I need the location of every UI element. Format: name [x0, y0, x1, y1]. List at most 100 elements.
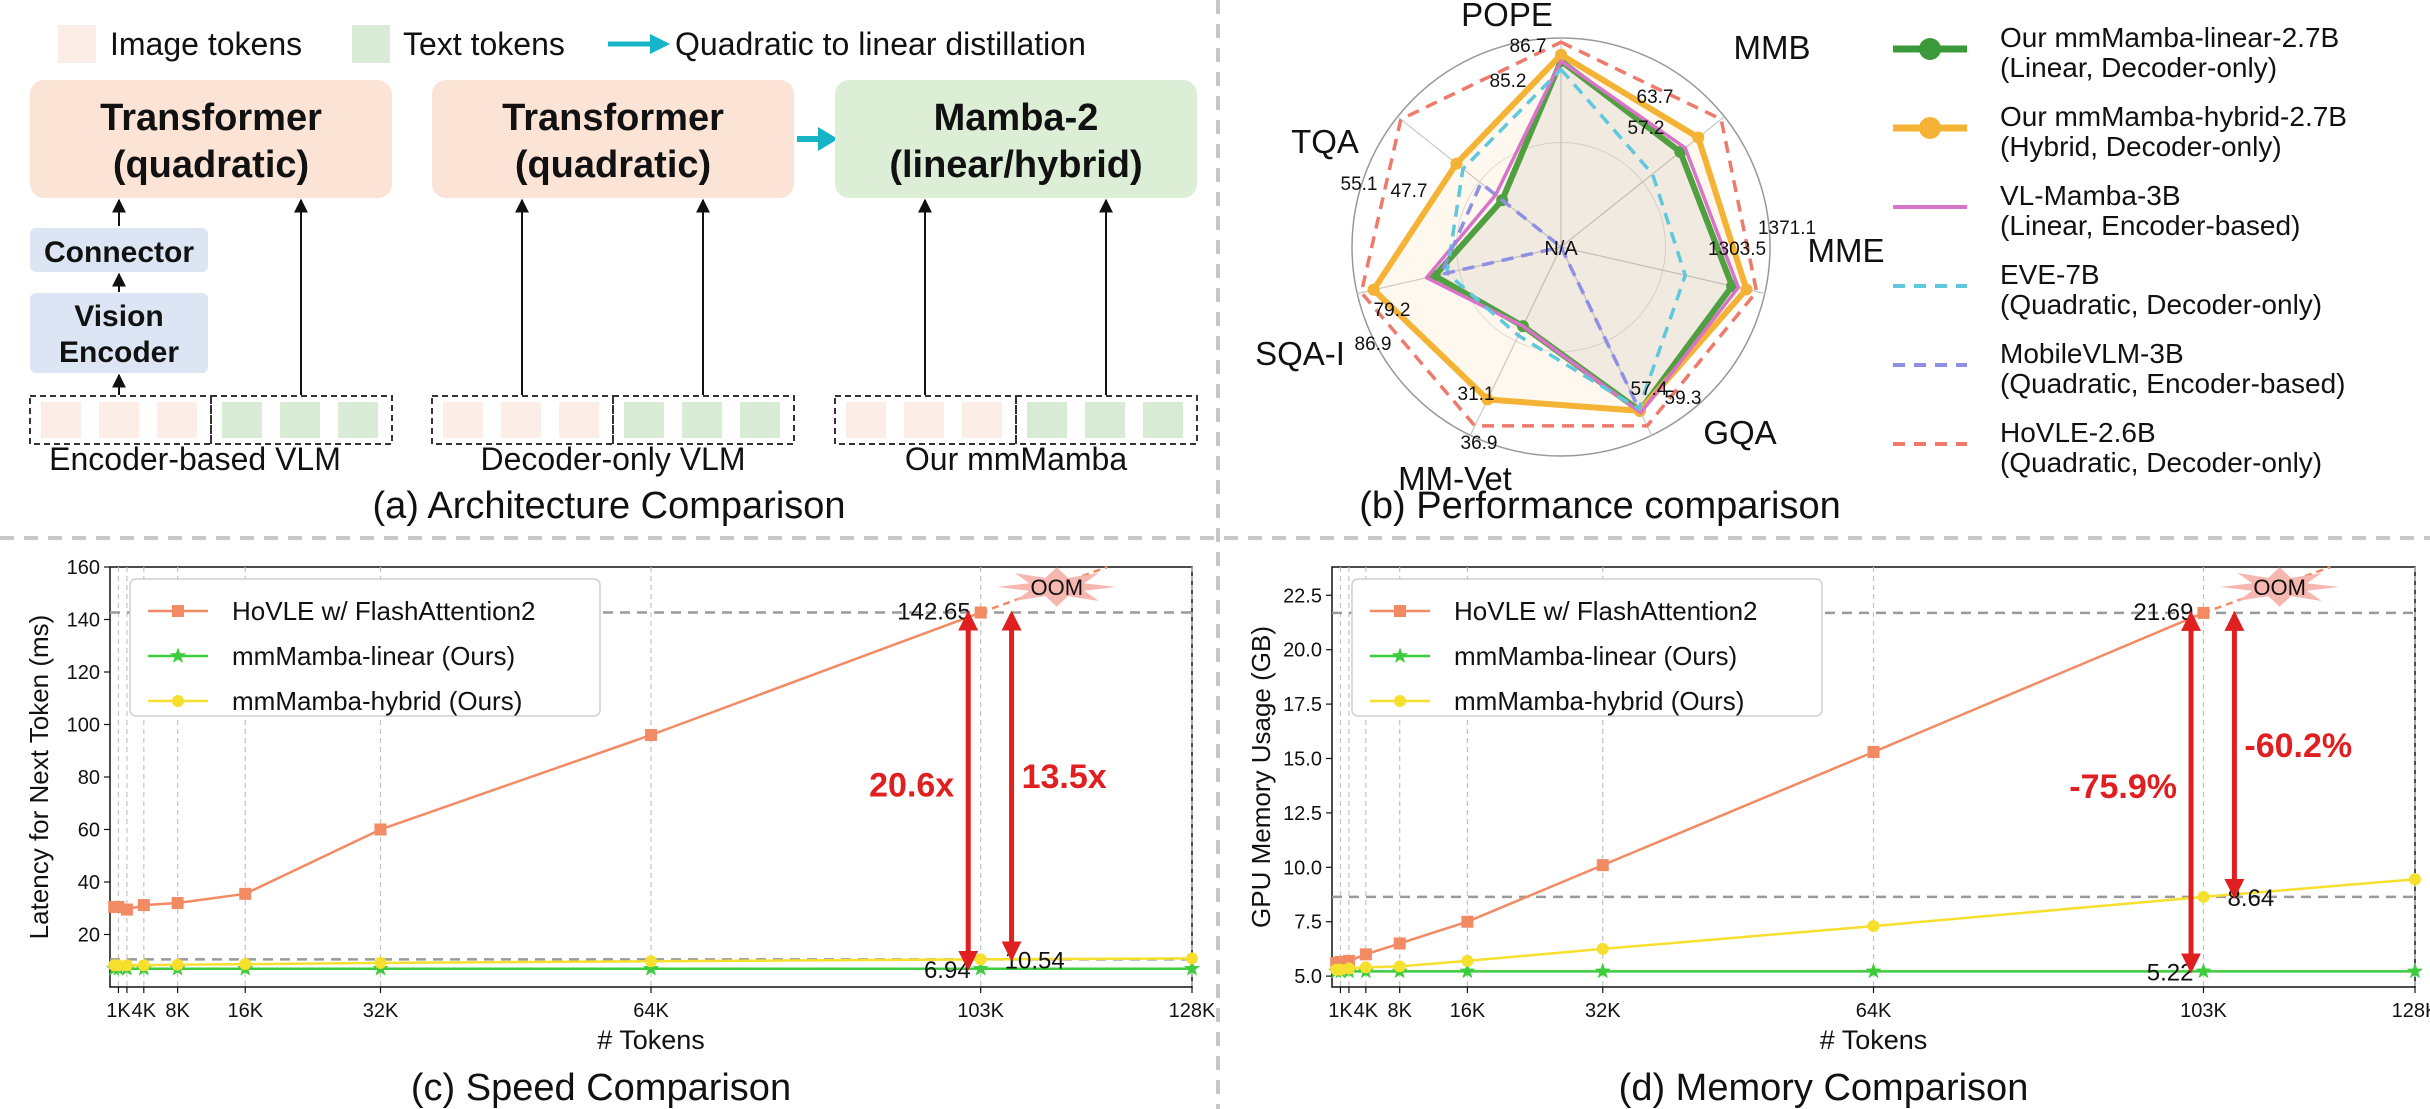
panel-a-architecture: Image tokens Text tokens Quadratic to li… [29, 25, 1198, 527]
token-row-2 [431, 395, 795, 445]
radar-value-label: 86.9 [1355, 334, 1392, 355]
image-token [501, 402, 541, 438]
y-tick-label: 17.5 [1283, 694, 1322, 716]
text-token-group [210, 395, 393, 445]
chart-legend-marker [172, 695, 184, 707]
legend-marker-1 [1919, 38, 1941, 60]
point-circle [2409, 873, 2421, 886]
image-token [443, 402, 483, 438]
legend-desc-2: (Hybrid, Decoder-only) [2000, 131, 2282, 162]
chart-legend-label: mmMamba-hybrid (Ours) [232, 686, 522, 716]
radar-center-label: N/A [1544, 238, 1578, 260]
chart-legend-marker [169, 647, 187, 663]
chart-legend-marker [1391, 647, 1409, 663]
image-token [904, 402, 944, 438]
point-circle [137, 959, 150, 972]
point-square [374, 823, 387, 836]
radar-value-label: 36.9 [1461, 433, 1498, 454]
point-square [1461, 915, 1474, 928]
radar-value-label: 86.7 [1510, 36, 1547, 57]
x-tick-label: 16K [1450, 1000, 1486, 1022]
radar-value-label: 57.2 [1628, 118, 1665, 139]
x-tick-label: 8K [165, 1000, 190, 1022]
legend-desc-6: (Quadratic, Decoder-only) [2000, 447, 2322, 478]
mmmamba: Mamba-2 (linear/hybrid) Our mmMamba [834, 80, 1198, 477]
x-tick-label: 103K [957, 1000, 1004, 1022]
point-circle [1393, 960, 1406, 973]
radar-axis-label: GQA [1703, 414, 1776, 451]
data-label: 6.94 [924, 957, 971, 984]
data-label: 5.22 [2147, 959, 2194, 986]
text-token [1085, 402, 1125, 438]
x-tick-label: 32K [1585, 1000, 1621, 1022]
token-row-3 [834, 395, 1198, 445]
caption-a: (a) Architecture Comparison [372, 485, 845, 527]
x-tick-label: 103K [2180, 1000, 2227, 1022]
y-tick-label: 140 [67, 610, 100, 632]
point-square [120, 903, 133, 916]
x-axis-label: # Tokens [1820, 1025, 1928, 1055]
mamba-line2: (linear/hybrid) [889, 144, 1142, 186]
y-tick-label: 22.5 [1283, 585, 1322, 607]
oom-extension [980, 565, 1108, 614]
x-tick-label: 16K [227, 1000, 263, 1022]
radar-series-6 [1359, 40, 1759, 428]
transformer-2-line1: Transformer [502, 97, 724, 139]
image-token [846, 402, 886, 438]
y-tick-label: 5.0 [1294, 966, 1322, 988]
point-square [1596, 859, 1609, 872]
x-tick-label: 64K [1856, 1000, 1892, 1022]
text-token-group [1015, 395, 1198, 445]
vision-encoder-block [30, 293, 208, 373]
point-star [1865, 962, 1882, 979]
legend-name-5: MobileVLM-3B [2000, 338, 2184, 369]
radar-axis-label: SQA-I [1255, 335, 1345, 372]
chart-legend-marker [1394, 695, 1406, 707]
y-tick-label: 100 [67, 715, 100, 737]
radar-point [1692, 131, 1705, 144]
legend-desc-5: (Quadratic, Encoder-based) [2000, 368, 2346, 399]
chart-legend-label: HoVLE w/ FlashAttention2 [1454, 596, 1758, 626]
transformer-block-1 [30, 80, 392, 198]
x-tick-label: 4K [132, 1000, 157, 1022]
point-circle [974, 953, 987, 966]
radar-axis-label: MME [1808, 232, 1885, 269]
radar-point [1450, 157, 1463, 170]
legend-name-1: Our mmMamba-linear-2.7B [2000, 22, 2339, 53]
chart-legend-label: mmMamba-hybrid (Ours) [1454, 686, 1744, 716]
y-tick-label: 120 [67, 662, 100, 684]
legend-image-tokens: Image tokens [110, 26, 302, 62]
chart-legend-marker [1394, 605, 1406, 617]
point-star [2195, 962, 2212, 979]
radar-legend: Our mmMamba-linear-2.7B(Linear, Decoder-… [1893, 22, 2347, 478]
y-tick-label: 20 [78, 925, 100, 947]
point-circle [120, 959, 133, 972]
encoder-based-vlm-label: Encoder-based VLM [49, 441, 341, 477]
y-tick-label: 20.0 [1283, 640, 1322, 662]
radar-value-label: 31.1 [1458, 384, 1495, 405]
image-token [559, 402, 599, 438]
point-square [1393, 937, 1406, 950]
y-tick-label: 10.0 [1283, 857, 1322, 879]
text-token [280, 402, 320, 438]
transformer-1-line1: Transformer [100, 97, 322, 139]
legend-text-tokens: Text tokens [403, 26, 565, 62]
radar-value-label: 1371.1 [1758, 218, 1816, 239]
x-tick-label: 1K [1328, 1000, 1353, 1022]
radar-value-label: 63.7 [1637, 87, 1674, 108]
radar-point [1740, 283, 1753, 296]
y-tick-label: 40 [78, 872, 100, 894]
legend-name-6: HoVLE-2.6B [2000, 417, 2156, 448]
radar-value-label: 55.1 [1341, 174, 1378, 195]
oom-burst-icon [2220, 567, 2340, 607]
point-star [972, 960, 989, 976]
point-star [2406, 962, 2424, 979]
mmmamba-label: Our mmMamba [905, 441, 1127, 477]
point-circle [112, 959, 125, 972]
image-token [157, 402, 197, 438]
legend-marker-2 [1919, 117, 1941, 139]
point-circle [1461, 954, 1474, 967]
y-tick-label: 15.0 [1283, 749, 1322, 771]
point-circle [1359, 961, 1372, 974]
